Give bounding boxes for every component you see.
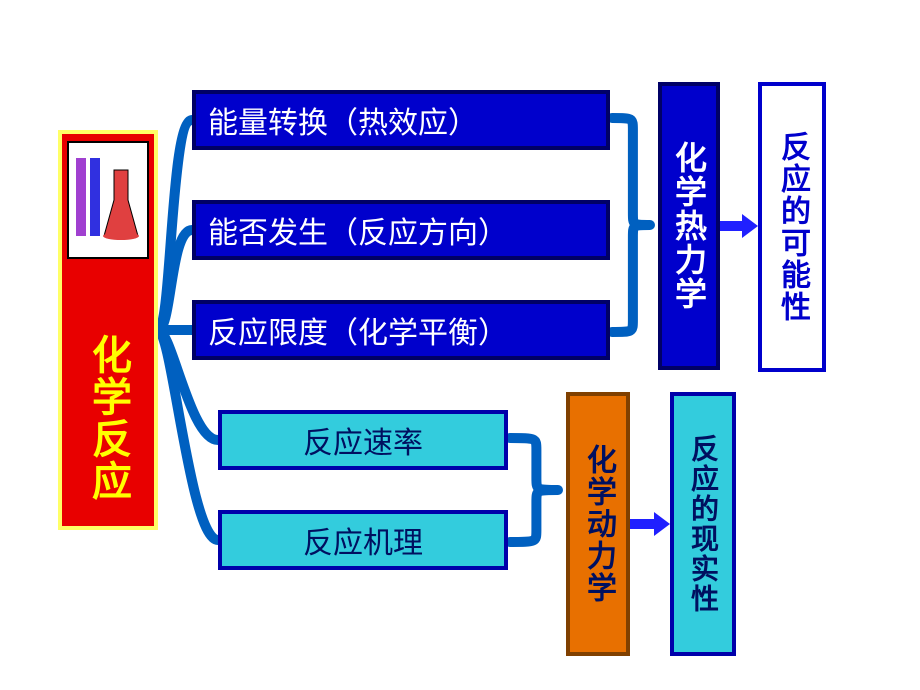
g1-item-2-label: 反应限度（化学平衡） [208, 308, 508, 352]
g2-summary-label: 化学动力学 [576, 444, 620, 604]
g2-summary: 化学动力学 [566, 392, 630, 656]
root-node-label: 化学反应 [79, 334, 137, 502]
g1-item-1-label: 能否发生（反应方向） [208, 208, 508, 252]
g2-item-1: 反应机理 [218, 510, 508, 570]
g1-result: 反应的可能性 [758, 82, 826, 372]
g1-result-label: 反应的可能性 [770, 131, 814, 323]
g2-result: 反应的现实性 [670, 392, 736, 656]
g1-item-1: 能否发生（反应方向） [192, 200, 610, 260]
lab-icon [66, 140, 150, 260]
g2-item-0: 反应速率 [218, 410, 508, 470]
g1-summary-label: 化学热力学 [666, 141, 712, 311]
g1-item-0: 能量转换（热效应） [192, 90, 610, 150]
g2-result-label: 反应的现实性 [683, 434, 723, 614]
g2-item-0-label: 反应速率 [303, 418, 423, 462]
g2-item-1-label: 反应机理 [303, 518, 423, 562]
g1-item-0-label: 能量转换（热效应） [208, 98, 478, 142]
g1-summary: 化学热力学 [658, 82, 720, 370]
g1-item-2: 反应限度（化学平衡） [192, 300, 610, 360]
